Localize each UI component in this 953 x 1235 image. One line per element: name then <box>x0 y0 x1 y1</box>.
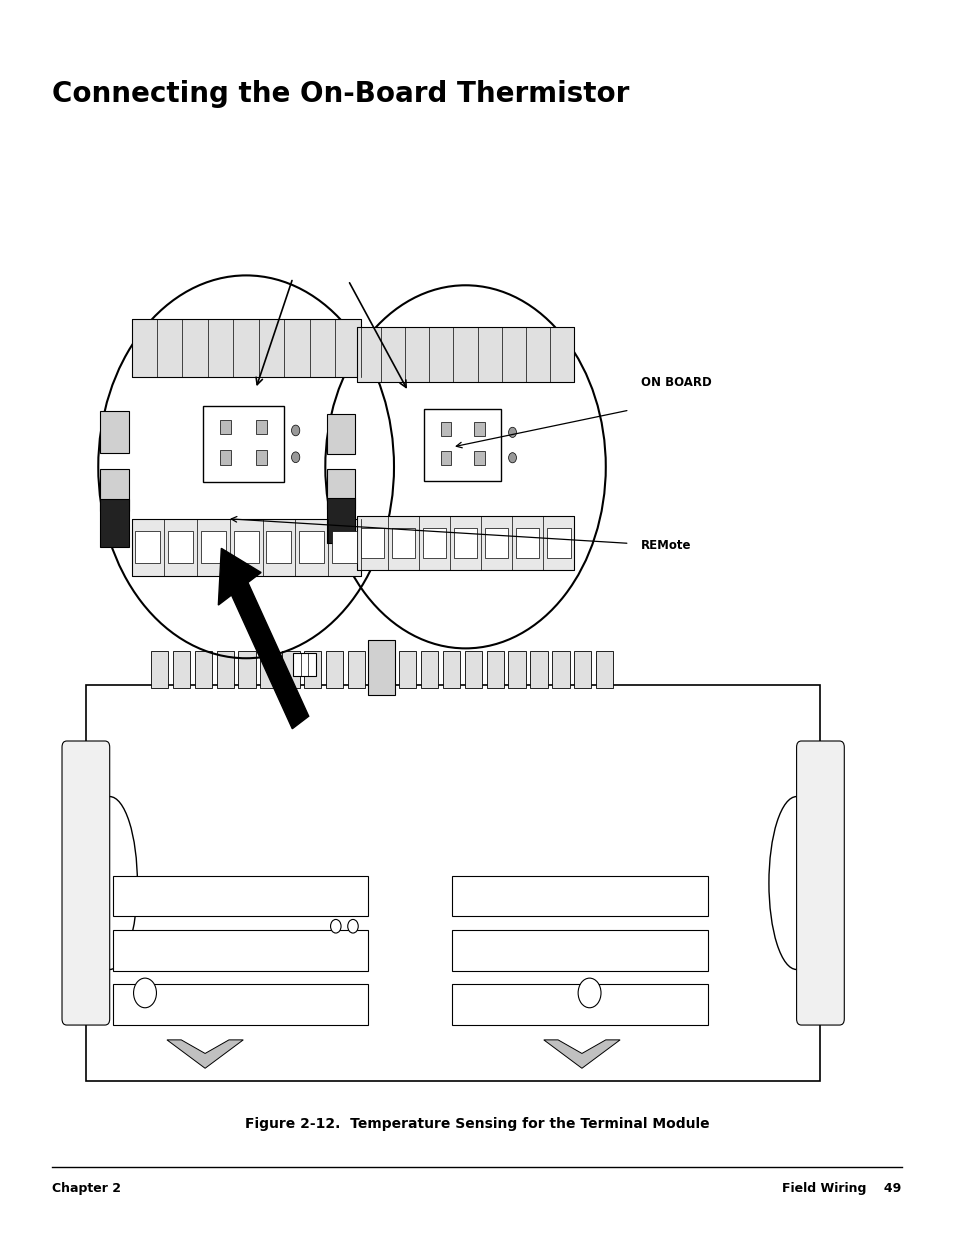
Bar <box>530 651 547 688</box>
Bar <box>219 451 231 464</box>
Bar <box>132 320 360 377</box>
Bar <box>194 651 212 688</box>
Circle shape <box>133 978 156 1008</box>
Bar <box>100 499 130 547</box>
Bar <box>326 498 355 543</box>
Bar <box>596 651 613 688</box>
Text: ON BOARD: ON BOARD <box>640 377 711 389</box>
Bar <box>440 451 451 464</box>
Bar <box>474 451 484 464</box>
Circle shape <box>508 427 516 437</box>
Bar <box>484 529 508 558</box>
Bar <box>326 414 355 454</box>
Bar <box>112 984 368 1025</box>
Bar <box>100 411 130 453</box>
Bar <box>202 405 284 482</box>
Text: Field Wiring    49: Field Wiring 49 <box>781 1182 901 1194</box>
Bar <box>332 531 356 563</box>
Bar <box>356 516 574 571</box>
Bar <box>86 685 820 1081</box>
Text: Chapter 2: Chapter 2 <box>52 1182 121 1194</box>
Bar <box>132 519 360 576</box>
Bar <box>360 529 384 558</box>
Bar <box>398 651 416 688</box>
Bar <box>422 529 446 558</box>
Bar <box>260 651 277 688</box>
Bar <box>454 529 476 558</box>
Bar <box>219 420 231 435</box>
Bar <box>326 468 355 509</box>
Bar <box>474 422 484 436</box>
Circle shape <box>292 425 299 436</box>
Bar <box>326 651 343 688</box>
Bar <box>255 420 266 435</box>
Bar <box>282 651 299 688</box>
Bar <box>135 531 160 563</box>
Text: REMote: REMote <box>640 540 691 552</box>
Bar <box>216 651 233 688</box>
Bar <box>348 651 365 688</box>
Bar <box>151 651 168 688</box>
Bar <box>112 930 368 971</box>
Bar <box>420 651 437 688</box>
Bar <box>442 651 459 688</box>
Bar <box>100 469 130 511</box>
Bar <box>552 651 569 688</box>
Bar <box>168 531 193 563</box>
Bar <box>516 529 538 558</box>
Bar <box>486 651 503 688</box>
Bar <box>233 531 258 563</box>
Bar <box>368 640 395 695</box>
FancyBboxPatch shape <box>796 741 843 1025</box>
Bar <box>201 531 226 563</box>
Bar <box>172 651 190 688</box>
Bar <box>238 651 255 688</box>
Circle shape <box>330 919 341 934</box>
Text: Connecting the On-Board Thermistor: Connecting the On-Board Thermistor <box>52 80 629 109</box>
Bar <box>574 651 591 688</box>
Bar <box>304 651 321 688</box>
Bar <box>508 651 525 688</box>
Bar <box>255 451 266 464</box>
Bar <box>299 531 324 563</box>
Circle shape <box>578 978 600 1008</box>
Circle shape <box>508 453 516 463</box>
Polygon shape <box>543 1040 619 1068</box>
Circle shape <box>347 919 358 934</box>
Bar <box>452 984 707 1025</box>
Polygon shape <box>167 1040 243 1068</box>
Bar <box>452 930 707 971</box>
FancyArrow shape <box>218 548 309 729</box>
FancyBboxPatch shape <box>62 741 110 1025</box>
Bar <box>392 529 415 558</box>
Bar <box>424 409 500 482</box>
Circle shape <box>292 452 299 463</box>
Bar <box>266 531 291 563</box>
Text: Figure 2-12.  Temperature Sensing for the Terminal Module: Figure 2-12. Temperature Sensing for the… <box>244 1116 709 1131</box>
Bar <box>546 529 570 558</box>
Bar <box>440 422 451 436</box>
Bar <box>356 327 574 382</box>
Bar <box>452 876 707 916</box>
Bar <box>464 651 481 688</box>
Bar <box>112 876 368 916</box>
Bar <box>293 653 315 676</box>
